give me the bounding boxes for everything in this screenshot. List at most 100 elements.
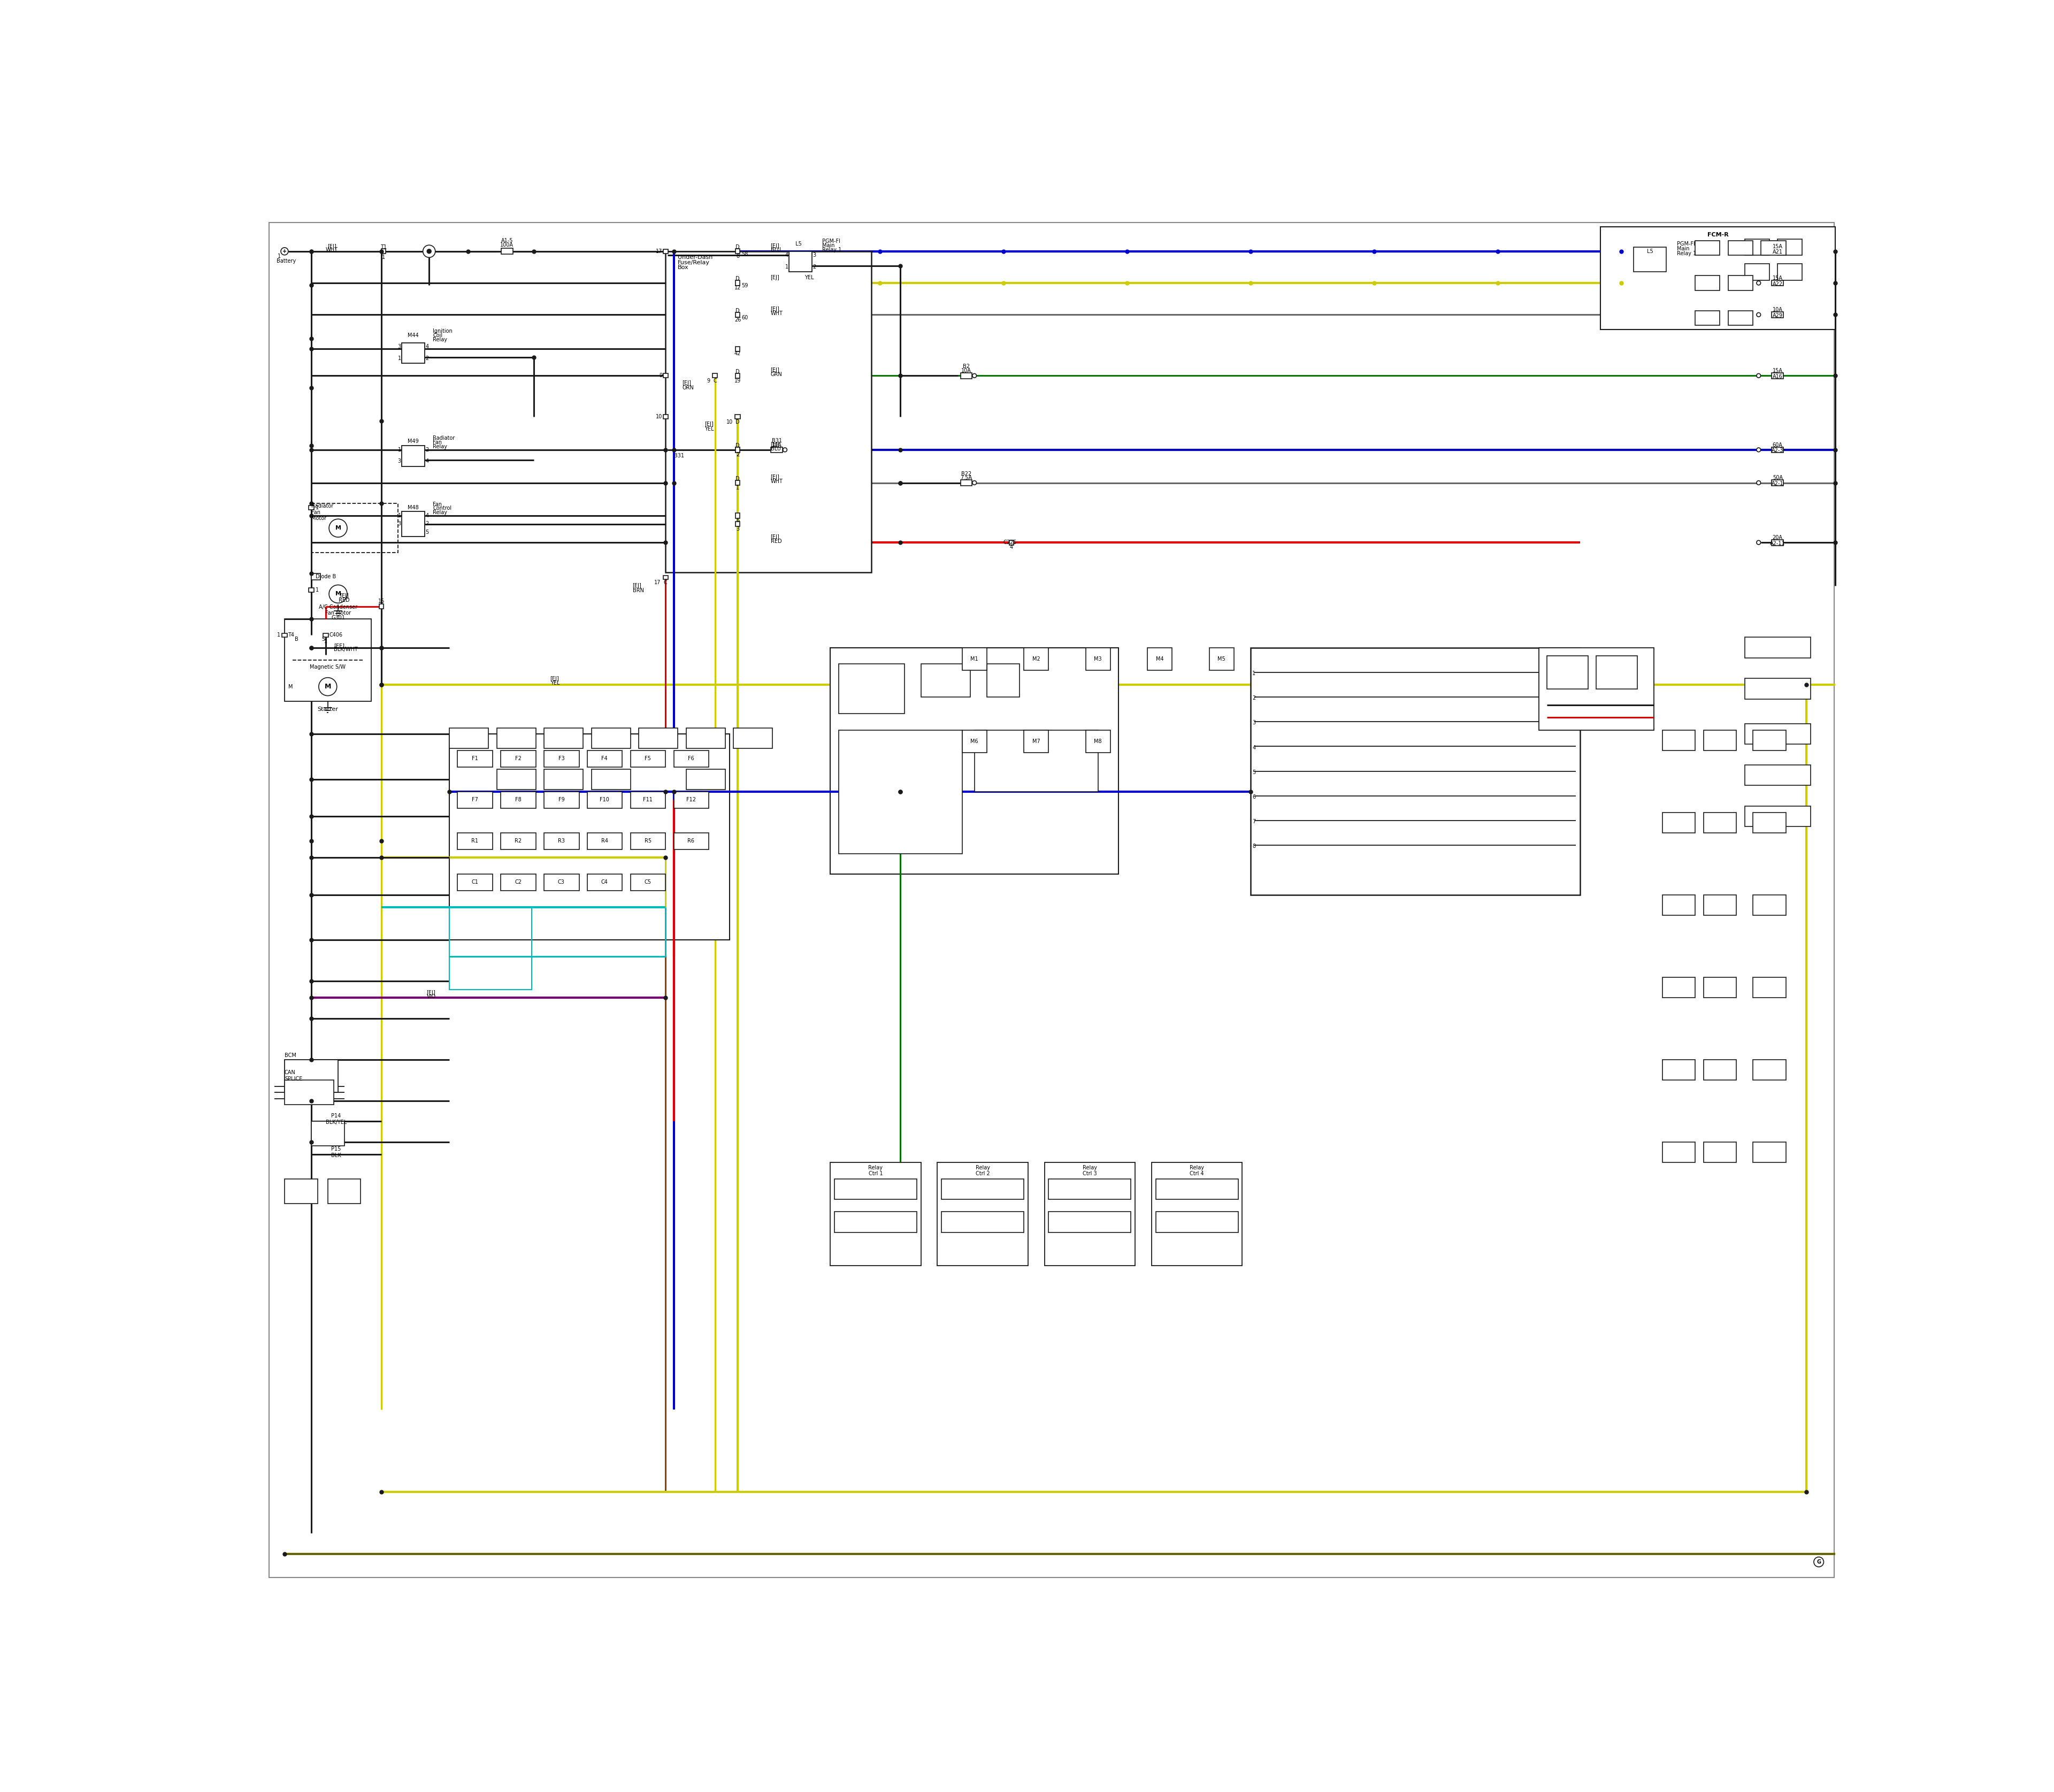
Text: M: M [325,683,331,690]
Bar [1703,977,1736,998]
Text: BCM: BCM [286,1052,296,1057]
Bar [961,729,986,753]
Text: L5: L5 [795,242,801,247]
Text: M5: M5 [1218,656,1226,661]
Bar [735,249,739,254]
Text: F8: F8 [516,797,522,803]
Text: 2: 2 [735,452,739,457]
Bar [686,769,725,790]
Bar [308,505,314,509]
Text: R3: R3 [559,839,565,844]
Bar [1777,263,1801,280]
Text: GRN: GRN [770,371,783,376]
Bar [1773,312,1783,317]
Text: A16: A16 [1773,375,1783,380]
Circle shape [972,373,976,378]
Bar [1752,1059,1785,1081]
Bar [663,414,668,419]
Bar [1744,806,1810,826]
Text: 17: 17 [653,581,661,586]
Bar [941,1179,1023,1199]
Bar [501,249,514,254]
Bar [1744,263,1768,280]
Bar [937,1163,1027,1265]
Text: M8: M8 [1095,738,1101,744]
Bar [733,728,772,749]
Bar [838,665,904,713]
Bar [735,448,739,452]
Text: 9: 9 [707,378,711,383]
Text: B31: B31 [772,437,783,443]
Text: C: C [663,581,668,586]
Bar [450,735,729,941]
Text: 4: 4 [1253,745,1255,751]
Bar [1752,894,1785,916]
Text: M3: M3 [1095,656,1101,661]
Text: 58: 58 [741,251,748,256]
Text: 100A: 100A [501,242,514,247]
Text: 15: 15 [378,599,384,604]
Text: 6: 6 [1253,794,1255,799]
Bar [1773,480,1783,486]
Text: [EJ]: [EJ] [682,380,690,385]
Text: 10A: 10A [1773,306,1783,312]
Text: [EE]: [EE] [335,643,345,649]
Bar [834,1179,916,1199]
Text: D: D [735,244,739,249]
Text: [EJ]: [EJ] [705,421,713,426]
Bar [1773,280,1783,287]
Bar [312,1122,345,1145]
Text: Main: Main [1676,246,1688,251]
Text: RED: RED [339,597,349,602]
Bar [1703,729,1736,751]
Text: L5: L5 [1647,249,1653,254]
Bar [312,504,398,552]
Text: 8: 8 [1253,844,1255,849]
Bar [735,312,739,317]
Text: 1: 1 [277,253,281,258]
Text: [EJ]: [EJ] [770,306,781,312]
Text: 7: 7 [1253,819,1255,824]
Text: T4: T4 [288,633,294,638]
Text: BRN: BRN [633,588,643,593]
Text: Radiator
Fan
Motor: Radiator Fan Motor [312,504,333,521]
Bar [1703,894,1736,916]
Text: D: D [735,477,739,482]
Text: BLU: BLU [770,446,781,452]
Text: A29: A29 [1773,314,1783,319]
Text: B31: B31 [674,453,684,459]
Bar [501,792,536,808]
Bar [838,729,961,853]
Text: YEL: YEL [705,426,715,432]
Bar [735,448,739,452]
Text: BLU: BLU [770,247,781,253]
Text: C: C [713,378,717,383]
Bar [1744,724,1810,744]
Bar [735,513,739,518]
Text: 60: 60 [741,315,748,321]
Text: 2: 2 [1253,695,1255,701]
Text: D: D [735,369,739,375]
Text: D: D [735,308,739,314]
Bar [920,665,969,697]
Bar [1662,1059,1695,1081]
Circle shape [318,677,337,695]
Bar [458,792,493,808]
Text: +: + [281,249,288,254]
Text: 8: 8 [735,253,739,258]
Text: P15
BLK: P15 BLK [331,1147,341,1158]
Bar [286,1179,318,1204]
Bar [1703,812,1736,833]
Bar [1703,1059,1736,1081]
Bar [322,633,329,638]
Text: B22: B22 [961,471,972,477]
Bar [631,874,665,891]
Text: [EJ]: [EJ] [339,593,349,599]
Text: A/C Condenser
Fan Motor: A/C Condenser Fan Motor [318,604,357,616]
Text: D: D [735,443,739,448]
Bar [329,1179,362,1204]
Bar [830,647,1119,874]
Bar [686,728,725,749]
Text: C5: C5 [645,880,651,885]
Text: 1: 1 [325,638,327,643]
